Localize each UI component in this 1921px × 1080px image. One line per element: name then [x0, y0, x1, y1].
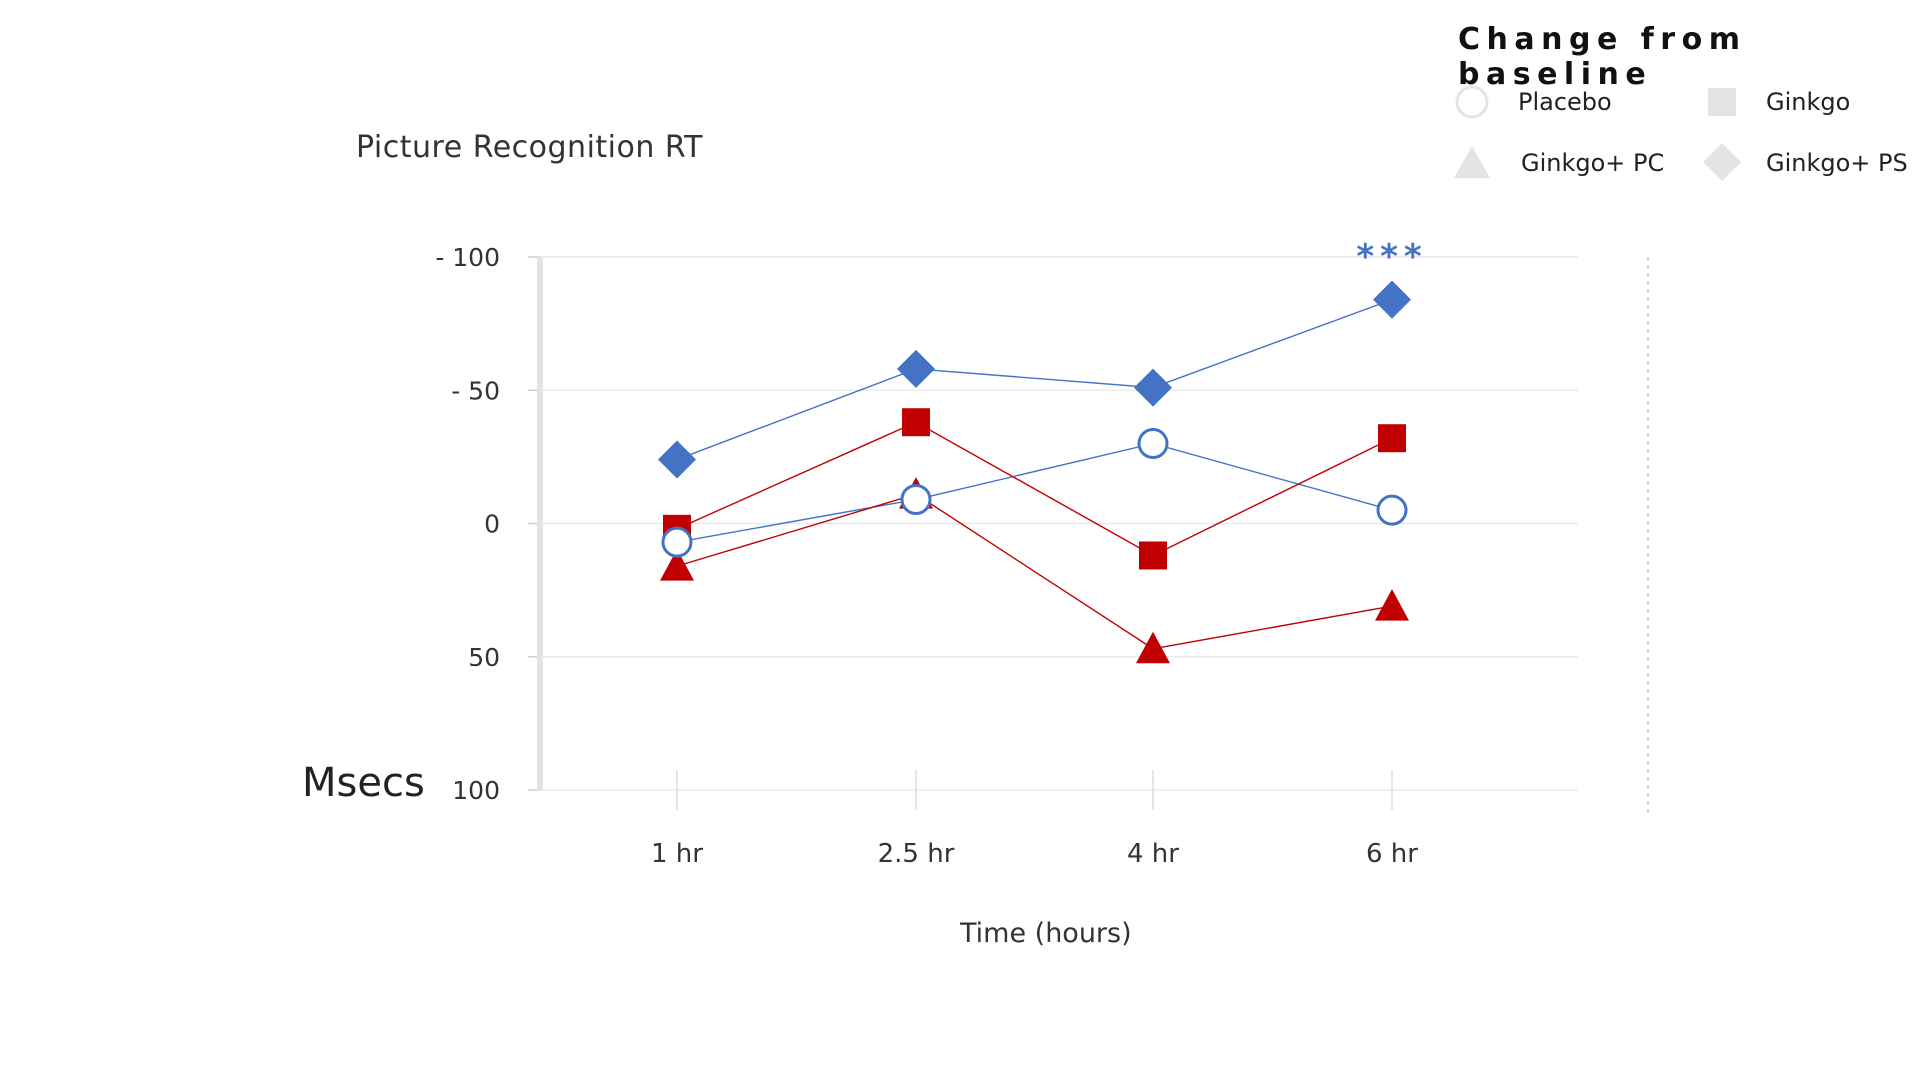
y-tick-label: 0 [484, 510, 500, 539]
x-tick-label: 2.5 hr [878, 839, 955, 869]
data-point-ginkgo-pc [660, 549, 694, 581]
series-line-ginkgo-ps [676, 298, 1393, 461]
series-line-placebo [676, 442, 1393, 543]
legend-marker-placebo [1455, 85, 1489, 119]
data-point-placebo [1137, 428, 1169, 460]
data-point-placebo [661, 526, 693, 558]
legend-marker-ginkgo [1708, 88, 1736, 116]
data-point-ginkgo-pc [1136, 631, 1170, 664]
data-point-ginkgo-ps [1134, 368, 1172, 407]
data-point-ginkgo-pc [1375, 589, 1409, 621]
y-tick-label: 100 [452, 776, 500, 805]
data-point-ginkgo [902, 408, 930, 437]
data-point-placebo [900, 484, 932, 516]
y-axis-label: Msecs [302, 760, 425, 806]
x-tick-label: 6 hr [1366, 839, 1418, 869]
series-markers [658, 280, 1411, 664]
annotations: *** [1356, 237, 1427, 277]
legend-marker-ginkgo-ps [1703, 143, 1741, 181]
legend-marker-ginkgo-pc [1454, 146, 1490, 178]
series-lines [676, 298, 1393, 650]
data-point-ginkgo [1139, 541, 1167, 570]
axes: - 100 - 50 0 50 100 1 hr 2.5 hr 4 hr 6 hr [435, 243, 1649, 869]
legend-markers [1454, 85, 1741, 181]
y-tick-label: 50 [468, 643, 500, 672]
legend-label-ginkgo-ps: Ginkgo+ PS [1766, 149, 1908, 177]
y-tick-label: - 50 [451, 376, 500, 405]
data-point-ginkgo-ps [1373, 280, 1411, 319]
legend-label-placebo: Placebo [1518, 88, 1612, 116]
legend-label-ginkgo-pc: Ginkgo+ PC [1521, 149, 1665, 177]
y-tick-label: - 100 [435, 243, 500, 272]
data-point-ginkgo-ps [897, 349, 935, 388]
legend-label-ginkgo: Ginkgo [1766, 88, 1851, 116]
significance-annotation: *** [1356, 237, 1427, 277]
data-point-ginkgo [1378, 424, 1406, 453]
series-line-ginkgo [676, 421, 1393, 557]
chart-title: Picture Recognition RT [356, 130, 703, 165]
x-tick-label: 1 hr [651, 839, 703, 869]
data-point-placebo [1376, 494, 1408, 526]
x-tick-label: 4 hr [1127, 839, 1179, 869]
series-line-ginkgo-pc [676, 493, 1393, 650]
legend-title: Change from baseline [1458, 22, 1747, 92]
data-point-ginkgo-ps [658, 440, 696, 479]
grid-lines [538, 256, 1578, 791]
x-axis-label: Time (hours) [960, 918, 1132, 949]
